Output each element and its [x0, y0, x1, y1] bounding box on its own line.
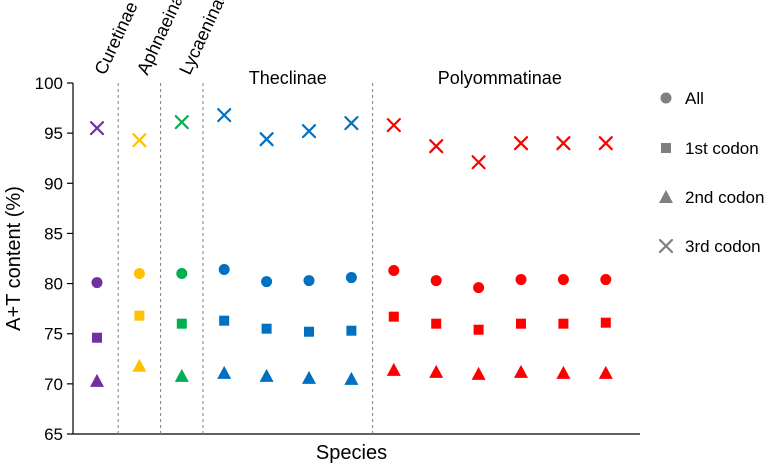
legend: All 1st codon 2nd codon 3rd codon [658, 89, 764, 256]
group-label-lycaeninae: Lycaeninae [175, 0, 232, 78]
point-all-9 [430, 275, 442, 287]
legend-marker-3rd-codon-stroke-b [658, 238, 674, 254]
y-tick-label-80: 80 [44, 275, 63, 294]
point-3rd-codon-2-stroke-b [132, 133, 147, 148]
legend-marker-1st-codon [661, 143, 671, 153]
point-1st-codon-11 [516, 318, 526, 329]
point-all-2 [133, 268, 145, 280]
point-all-11 [515, 274, 527, 286]
y-axis-title: A+T content (%) [3, 186, 25, 331]
point-3rd-codon-8 [386, 118, 401, 133]
point-2nd-codon-13 [598, 365, 613, 379]
point-3rd-codon-1-stroke-b [89, 121, 105, 136]
point-1st-codon-4 [219, 315, 230, 326]
point-3rd-codon-12-stroke-b [556, 136, 571, 151]
point-3rd-codon-1 [89, 121, 105, 136]
point-2nd-codon-9 [429, 364, 444, 378]
y-tick-label-90: 90 [44, 174, 63, 193]
point-all-7 [345, 272, 357, 284]
group-separators [117, 83, 374, 434]
point-3rd-codon-11 [513, 136, 529, 151]
point-all-4 [218, 264, 230, 276]
point-all-1 [91, 277, 103, 289]
point-2nd-codon-1 [90, 373, 104, 387]
point-3rd-codon-13 [598, 136, 613, 151]
point-3rd-codon-2 [132, 133, 147, 148]
point-3rd-codon-6 [301, 124, 317, 139]
point-3rd-codon-9 [429, 139, 444, 154]
legend-marker-3rd-codon [658, 238, 674, 254]
point-3rd-codon-9-stroke-b [429, 139, 444, 154]
legend-label-2nd-codon: 2nd codon [685, 188, 764, 207]
y-tick-label-65: 65 [44, 425, 63, 444]
point-3rd-codon-7 [344, 116, 359, 131]
point-2nd-codon-5 [259, 368, 274, 382]
point-2nd-codon-8 [386, 362, 401, 376]
point-1st-codon-2 [134, 310, 145, 321]
point-1st-codon-6 [304, 326, 314, 337]
point-3rd-codon-5-stroke-b [259, 132, 274, 147]
point-3rd-codon-6-stroke-b [301, 124, 317, 139]
point-3rd-codon-7-stroke-b [344, 116, 359, 131]
point-1st-codon-9 [431, 318, 442, 329]
y-tick-label-100: 100 [35, 74, 63, 93]
point-all-10 [473, 282, 485, 294]
legend-marker-2nd-codon [659, 190, 673, 203]
legend-label-all: All [685, 89, 704, 108]
point-3rd-codon-10 [471, 155, 486, 170]
y-tick-label-75: 75 [44, 325, 63, 344]
x-axis-title: Species [316, 442, 387, 464]
legend-label-1st-codon: 1st codon [685, 139, 759, 158]
point-3rd-codon-13-stroke-b [598, 136, 613, 151]
point-2nd-codon-10 [471, 366, 486, 380]
point-all-5 [261, 276, 273, 288]
point-1st-codon-13 [600, 317, 611, 328]
y-tick-label-85: 85 [44, 224, 63, 243]
point-3rd-codon-10-stroke-b [471, 155, 486, 170]
point-2nd-codon-6 [302, 370, 316, 384]
point-3rd-codon-4-stroke-b [217, 107, 232, 123]
point-2nd-codon-4 [217, 365, 232, 379]
axes: 65 70 75 80 85 90 95 100 A+T content (%) Species [3, 74, 640, 464]
group-label-polyommatinae: Polyommatinae [438, 68, 562, 88]
point-1st-codon-8 [388, 311, 399, 322]
point-1st-codon-7 [346, 325, 357, 336]
y-tick-label-95: 95 [44, 124, 63, 143]
point-all-8 [388, 265, 400, 277]
point-3rd-codon-5 [259, 132, 274, 147]
point-3rd-codon-4 [217, 107, 232, 123]
point-1st-codon-10 [473, 324, 484, 335]
point-2nd-codon-3 [174, 368, 189, 382]
legend-marker-all [660, 92, 672, 104]
point-1st-codon-3 [176, 318, 187, 329]
point-all-12 [557, 274, 569, 286]
point-3rd-codon-12 [556, 136, 571, 151]
point-3rd-codon-3-stroke-b [174, 115, 189, 130]
point-3rd-codon-11-stroke-b [513, 136, 529, 151]
point-2nd-codon-12 [556, 365, 571, 379]
point-all-6 [303, 275, 315, 287]
data-points [89, 107, 613, 387]
point-all-13 [600, 274, 612, 286]
legend-label-3rd-codon: 3rd codon [685, 237, 761, 256]
point-all-3 [176, 268, 188, 280]
point-1st-codon-5 [261, 323, 272, 334]
point-2nd-codon-7 [344, 371, 359, 385]
point-3rd-codon-3 [174, 115, 189, 130]
group-label-theclinae: Theclinae [249, 68, 327, 88]
point-1st-codon-12 [558, 318, 569, 329]
point-3rd-codon-8-stroke-b [386, 118, 401, 133]
point-2nd-codon-11 [514, 364, 528, 378]
point-2nd-codon-2 [132, 358, 147, 372]
y-tick-label-70: 70 [44, 375, 63, 394]
point-1st-codon-1 [92, 332, 102, 343]
